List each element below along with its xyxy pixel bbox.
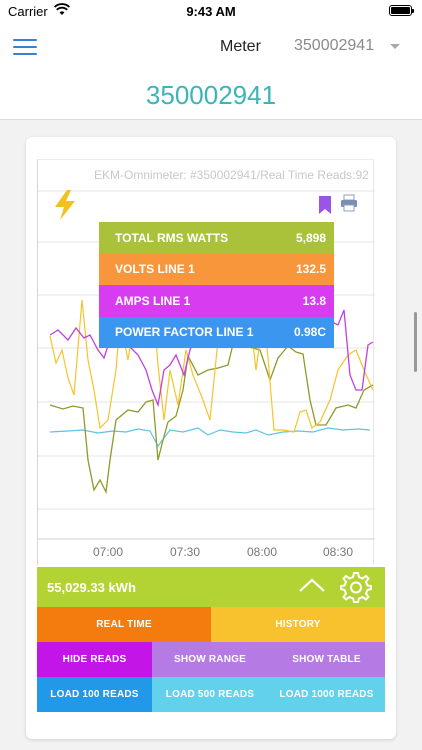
real-time-button[interactable]: REAL TIME — [37, 607, 211, 642]
page-title: 350002941 — [145, 80, 277, 110]
x-tick-label: 08:30 — [323, 545, 353, 559]
hamburger-menu-icon[interactable] — [13, 39, 37, 55]
chevron-up-icon[interactable] — [298, 575, 326, 595]
history-button[interactable]: HISTORY — [211, 607, 385, 642]
bookmark-icon[interactable] — [319, 196, 331, 214]
x-tick-label: 07:00 — [93, 545, 123, 559]
status-bar: Carrier 9:43 AM — [0, 0, 422, 24]
load-1000-reads-button[interactable]: LOAD 1000 READS — [268, 677, 385, 712]
load-100-reads-button[interactable]: LOAD 100 READS — [37, 677, 152, 712]
nav-bar: Meter 350002941 — [0, 24, 422, 70]
tooltip-label: AMPS LINE 1 — [115, 293, 191, 308]
tooltip-label: TOTAL RMS WATTS — [115, 230, 229, 245]
lightning-bolt-icon[interactable] — [54, 190, 76, 220]
heading-area: 350002941 — [0, 70, 422, 120]
chart-caption: EKM-Omnimeter: #350002941/Real Time Read… — [94, 168, 369, 182]
tooltip-label: POWER FACTOR LINE 1 — [115, 325, 254, 340]
tooltip-value: 13.8 — [302, 293, 326, 308]
x-tick-label: 08:00 — [247, 545, 277, 559]
meter-dropdown[interactable]: 350002941 — [294, 37, 375, 54]
x-axis-labels: 07:00 07:30 08:00 08:30 — [93, 545, 353, 559]
chart-area[interactable]: 07:00 07:30 08:00 08:30 EKM-Omnimeter: #… — [37, 159, 375, 565]
kwh-reading: 55,029.33 kWh — [47, 580, 136, 595]
battery-icon — [389, 5, 414, 16]
tooltip-row-volts: VOLTS LINE 1 132.5 — [99, 253, 334, 285]
tooltip-label: VOLTS LINE 1 — [115, 262, 195, 277]
load-500-reads-button[interactable]: LOAD 500 READS — [152, 677, 268, 712]
chart-plot: 07:00 07:30 08:00 08:30 — [38, 190, 375, 559]
nav-title: Meter — [220, 38, 261, 55]
carrier-label: Carrier — [8, 4, 48, 19]
scrollbar[interactable] — [414, 312, 417, 372]
gear-icon[interactable] — [339, 570, 373, 604]
tooltip-row-amps: AMPS LINE 1 13.8 — [99, 285, 334, 317]
printer-icon[interactable] — [340, 194, 358, 212]
chevron-down-icon[interactable] — [390, 44, 400, 49]
hide-reads-button[interactable]: HIDE READS — [37, 642, 152, 677]
show-table-button[interactable]: SHOW TABLE — [268, 642, 385, 677]
meter-card: 07:00 07:30 08:00 08:30 EKM-Omnimeter: #… — [26, 137, 396, 739]
wifi-icon — [54, 3, 70, 15]
tooltip-row-power-factor: POWER FACTOR LINE 1 0.98C — [99, 316, 334, 348]
tooltip-value: 5,898 — [295, 230, 326, 245]
tooltip-value: 132.5 — [295, 262, 326, 277]
kwh-bar: 55,029.33 kWh — [37, 567, 385, 607]
reading-tooltip: TOTAL RMS WATTS 5,898 VOLTS LINE 1 132.5… — [99, 222, 334, 348]
show-range-button[interactable]: SHOW RANGE — [152, 642, 268, 677]
tooltip-row-watts: TOTAL RMS WATTS 5,898 — [99, 222, 334, 254]
x-tick-label: 07:30 — [170, 545, 200, 559]
status-clock: 9:43 AM — [186, 4, 236, 19]
tooltip-value: 0.98C — [293, 325, 326, 340]
